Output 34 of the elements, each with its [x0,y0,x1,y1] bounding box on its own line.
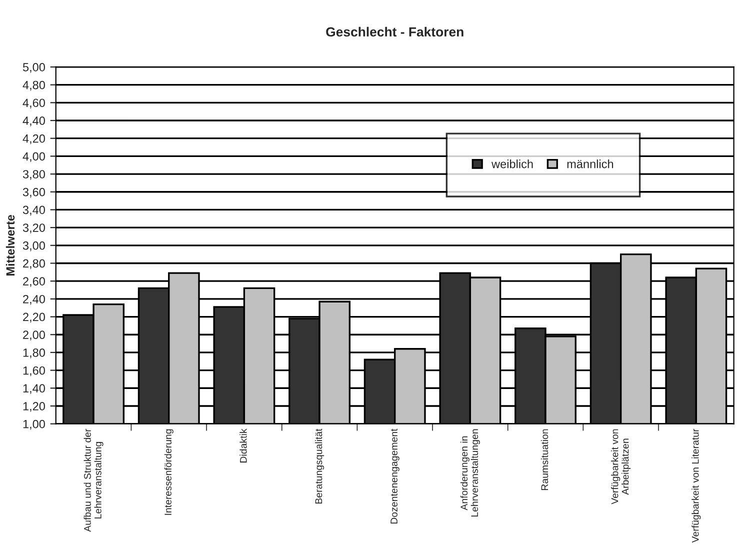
y-tick-label: 3,40 [22,206,45,216]
y-tick-label: 2,40 [23,294,45,305]
y-tick-label: 1,20 [23,402,45,412]
x-tick-label: Anforderungen in Lehrveranstaltungen [460,429,480,517]
y-tick-label: 4,60 [22,98,45,108]
x-tick-label: Didaktik [240,428,247,462]
legend-label: weiblich [492,160,533,168]
y-tick-label: 1,60 [23,366,45,376]
y-tick-label: 3,80 [22,170,45,180]
x-tick-label: Raumsituation [540,429,548,490]
y-tick-label: 2,00 [23,330,45,340]
y-tick-label: 1,80 [23,348,45,358]
x-tick-label: Beratungsqualität [314,428,324,504]
y-tick-label: 1,40 [23,384,45,394]
x-tick-label: Verfügbarkeit von Literatur [692,428,701,543]
y-axis-title: Mittelwerte [6,214,15,276]
x-tick-label: Aufbau und Struktur der Lehrveranstaltung [84,428,104,532]
y-tick-label: 1,00 [23,420,45,430]
y-tick-label: 4,20 [22,134,45,144]
legend-label: männlich [567,160,614,168]
y-tick-label: 3,60 [22,188,45,198]
y-tick-label: 4,00 [22,152,45,162]
y-tick-label: 3,20 [22,224,45,234]
y-tick-label: 4,40 [22,116,45,126]
y-tick-label: 2,60 [23,277,45,287]
x-tick-label: Dozentenengagement [390,428,400,524]
y-tick-label: 5,00 [22,63,45,73]
y-tick-label: 3,00 [22,241,45,252]
y-tick-label: 2,20 [23,312,45,323]
y-tick-label: 4,80 [22,80,45,91]
chart-title: Geschlecht - Faktoren [326,26,464,37]
x-tick-label: Verfügbarkeit von Arbeitplätzen [611,429,631,504]
y-tick-label: 2,80 [23,259,45,270]
x-tick-label: Interessenförderung [164,429,174,515]
